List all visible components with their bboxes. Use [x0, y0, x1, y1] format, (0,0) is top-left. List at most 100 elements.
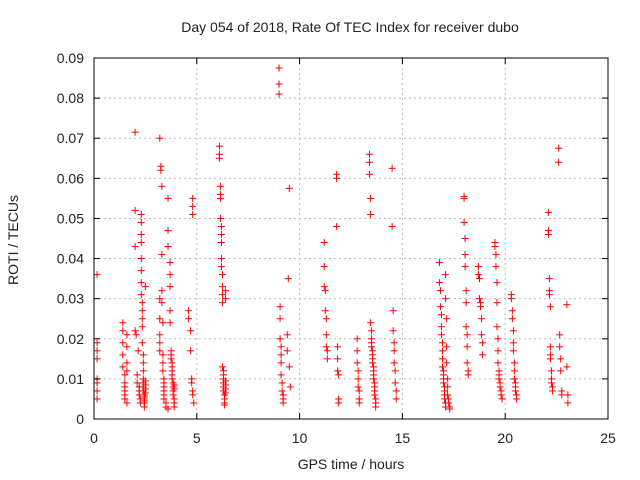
data-point: [133, 371, 141, 379]
data-point: [461, 235, 469, 242]
data-point: [437, 323, 445, 331]
data-point: [216, 214, 224, 222]
data-point: [492, 251, 500, 259]
data-point: [437, 311, 445, 319]
data-point: [368, 343, 376, 351]
data-point: [131, 128, 139, 136]
data-point: [138, 307, 146, 315]
data-point: [322, 331, 330, 339]
data-point: [494, 347, 502, 355]
data-point: [389, 327, 397, 335]
data-point: [438, 363, 446, 371]
data-point: [215, 142, 223, 150]
data-point: [156, 295, 164, 303]
data-point: [138, 315, 146, 323]
data-point: [278, 387, 286, 395]
data-point: [221, 401, 229, 409]
data-point: [276, 315, 284, 323]
data-point: [275, 80, 283, 88]
data-point: [370, 375, 378, 383]
data-point: [137, 218, 145, 226]
data-point: [511, 387, 519, 395]
data-point: [492, 263, 500, 271]
data-point: [435, 279, 443, 287]
data-point: [215, 154, 223, 162]
data-point: [283, 347, 291, 355]
y-tick-label: 0.01: [57, 371, 84, 387]
data-point: [119, 363, 127, 371]
data-point: [278, 379, 286, 387]
data-point: [189, 202, 197, 210]
data-point: [275, 64, 283, 72]
data-point: [371, 391, 379, 399]
data-point: [93, 355, 101, 363]
data-point: [547, 379, 555, 387]
data-point: [476, 295, 483, 303]
data-point: [216, 194, 224, 202]
data-point: [563, 301, 571, 309]
data-point: [93, 271, 101, 279]
data-point: [123, 367, 131, 375]
data-point: [283, 331, 291, 339]
x-tick-label: 10: [292, 430, 308, 446]
data-point: [509, 347, 517, 355]
data-point: [442, 271, 450, 279]
data-point: [354, 367, 362, 375]
data-point: [138, 323, 146, 331]
data-point: [464, 371, 472, 379]
data-point: [366, 170, 374, 178]
data-point: [461, 263, 469, 271]
data-point: [444, 391, 452, 399]
data-point: [167, 355, 175, 363]
x-tick-label: 0: [90, 430, 98, 446]
data-point: [170, 385, 178, 393]
data-point: [391, 367, 399, 375]
data-point: [323, 347, 331, 355]
data-point: [156, 339, 164, 347]
data-point: [462, 323, 470, 331]
data-point: [474, 263, 482, 271]
data-point: [462, 299, 470, 307]
data-point: [93, 387, 101, 395]
data-point: [276, 303, 284, 311]
data-point: [366, 158, 374, 166]
data-point: [508, 307, 516, 315]
data-point: [333, 174, 341, 182]
data-point: [355, 399, 363, 407]
data-point: [493, 299, 501, 307]
data-point: [367, 210, 375, 218]
data-point: [187, 327, 195, 335]
data-point: [137, 210, 145, 218]
data-point: [141, 377, 149, 385]
data-point: [334, 355, 342, 363]
data-point: [390, 359, 398, 367]
data-point: [367, 194, 375, 202]
data-point: [564, 391, 572, 399]
data-point: [320, 263, 328, 271]
data-point: [137, 291, 145, 299]
data-point: [323, 355, 331, 363]
data-point: [334, 367, 342, 375]
data-point: [335, 399, 343, 407]
data-point: [460, 218, 468, 226]
data-point: [322, 315, 330, 323]
data-point: [134, 347, 142, 355]
data-point: [354, 383, 362, 391]
data-point: [119, 351, 127, 359]
data-point: [166, 283, 174, 291]
data-point: [388, 222, 396, 230]
data-point: [474, 271, 482, 279]
data-point: [546, 343, 554, 351]
data-point: [436, 287, 444, 295]
x-tick-label: 15: [395, 430, 411, 446]
data-point: [446, 405, 454, 413]
data-point: [216, 182, 224, 190]
data-point: [510, 359, 518, 367]
data-point: [555, 144, 563, 152]
data-point: [479, 351, 487, 359]
data-point: [444, 375, 452, 383]
data-point: [390, 347, 398, 355]
data-point: [166, 319, 174, 327]
data-point: [389, 307, 397, 315]
data-point: [190, 399, 198, 407]
